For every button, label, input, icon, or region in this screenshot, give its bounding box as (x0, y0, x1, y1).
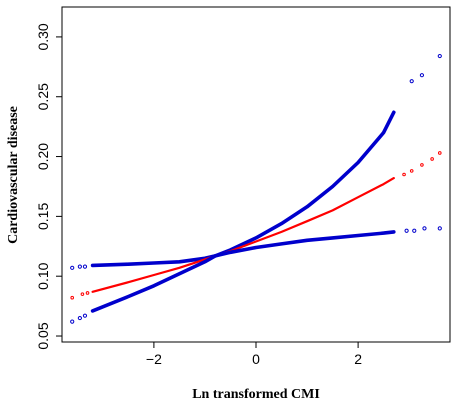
x-tick-label: −2 (146, 351, 162, 367)
data-point (437, 226, 442, 231)
data-point (77, 315, 82, 321)
series-line-estimate (91, 177, 395, 293)
data-point (82, 313, 88, 318)
data-point (77, 264, 82, 269)
data-point (70, 295, 75, 300)
data-point (420, 163, 424, 167)
series-line-lower-ci (90, 230, 396, 313)
y-tick-label: 0.20 (35, 143, 51, 170)
data-point (419, 73, 425, 78)
data-point (404, 228, 409, 233)
data-point (80, 292, 85, 296)
y-axis-title: Cardiovascular disease (6, 106, 21, 244)
y-tick-label: 0.25 (35, 83, 51, 110)
x-tick-label: 2 (354, 351, 362, 367)
data-point (85, 291, 90, 295)
data-point (409, 79, 414, 84)
x-tick-label: 0 (252, 351, 260, 367)
data-point (402, 172, 406, 177)
plot-frame (61, 6, 451, 343)
data-point (82, 264, 88, 269)
series-layer (70, 53, 442, 324)
data-point (437, 53, 442, 59)
series-line-upper-ci (90, 110, 396, 268)
y-tick-label: 0.30 (35, 23, 51, 50)
data-point (412, 228, 417, 233)
y-tick-label: 0.05 (35, 322, 51, 349)
y-tick-label: 0.10 (35, 262, 51, 289)
y-axis: 0.05 0.10 0.15 0.20 0.25 0.30 (35, 23, 62, 350)
x-axis-title: Ln transformed CMI (192, 387, 320, 402)
data-point (70, 319, 75, 324)
data-point (409, 169, 414, 173)
series-upper-ci (70, 53, 442, 270)
x-axis: −2 0 2 (146, 342, 362, 367)
data-point (422, 226, 427, 231)
series-estimate (70, 151, 442, 300)
data-point (70, 265, 75, 270)
data-point (430, 157, 434, 161)
y-tick-label: 0.15 (35, 203, 51, 230)
data-point (437, 151, 442, 155)
series-lower-ci (70, 226, 442, 324)
